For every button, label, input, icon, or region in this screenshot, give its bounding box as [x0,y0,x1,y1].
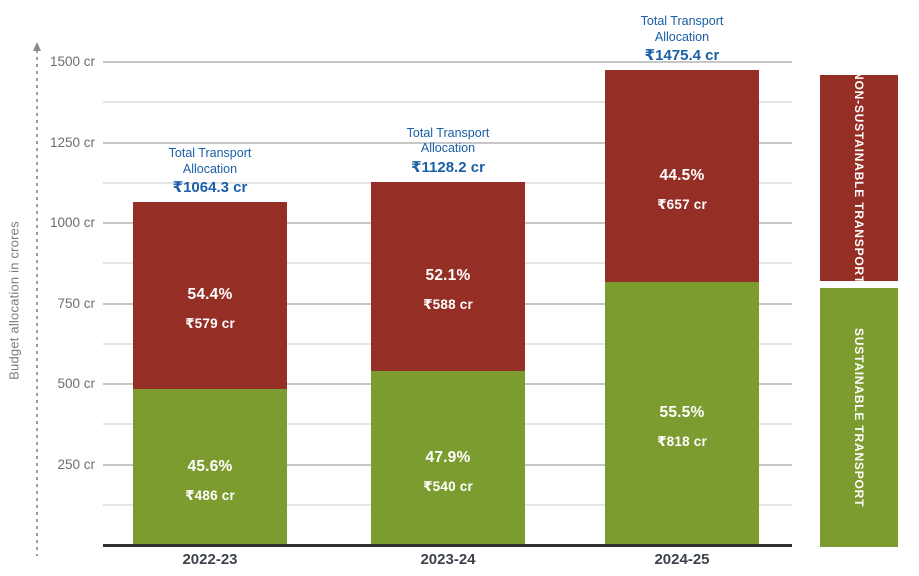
segment-label-2024-25-non-sustainable: 44.5% ₹657 cr [605,166,759,214]
segment-percent: 47.9% [425,449,471,467]
segment-amount: ₹657 cr [657,196,707,212]
gridline-major-1500 [103,61,792,63]
legend-item-sustainable-transport: SUSTAINABLE TRANSPORT [820,288,898,547]
segment-amount: ₹540 cr [423,479,473,495]
segment-amount: ₹486 cr [185,487,235,503]
total-allocation-heading-line: Total Transport [168,146,252,161]
y-axis-line [33,42,41,556]
segment-percent: 55.5% [659,404,705,422]
total-allocation-amount: ₹1128.2 cr [411,158,485,176]
segment-percent: 45.6% [187,457,233,475]
total-allocation-amount: ₹1475.4 cr [644,47,720,65]
bar-2023-24-sustainable-segment [371,371,525,545]
segment-percent: 52.1% [425,267,471,285]
segment-label-2022-23-sustainable: 45.6% ₹486 cr [133,457,287,505]
legend-item-label: SUSTAINABLE TRANSPORT [852,327,866,508]
y-tick-label-750: 750 cr [57,295,95,311]
total-allocation-heading-line: Total Transport [640,14,724,29]
total-allocation-label-2022-23: Total Transport Allocation ₹1064.3 cr [125,146,295,197]
total-allocation-heading-line: Total Transport [406,125,490,140]
y-tick-label-1250: 1250 cr [49,134,95,150]
segment-amount: ₹588 cr [423,297,473,313]
segment-label-2024-25-sustainable: 55.5% ₹818 cr [605,403,759,451]
x-axis-label-2024-25: 2024-25 [654,551,710,568]
bar-2022-23-non-sustainable-segment [133,202,287,389]
bar-2024-25-non-sustainable-segment [605,70,759,282]
segment-label-2022-23-non-sustainable: 54.4% ₹579 cr [133,285,287,333]
bar-2022-23-sustainable-segment [133,388,287,545]
x-axis-label-2023-24: 2023-24 [420,551,476,568]
y-tick-label-1000: 1000 cr [49,215,95,230]
segment-percent: 44.5% [659,166,705,184]
y-tick-label-1500: 1500 cr [49,54,95,69]
bar-2024-25-sustainable-segment [605,281,759,545]
x-axis-line [103,544,792,547]
gridline-minor-1375 [103,101,792,104]
legend-item-label: NON-SUSTAINABLE TRANSPORT [852,71,866,285]
total-allocation-heading-line: Allocation [182,161,238,176]
total-allocation-amount: ₹1064.3 cr [172,179,248,197]
bar-2023-24-non-sustainable-segment [371,181,525,372]
segment-amount: ₹818 cr [657,434,707,450]
y-tick-label-250: 250 cr [57,456,95,472]
total-allocation-label-2024-25: Total Transport Allocation ₹1475.4 cr [597,14,767,65]
y-tick-label-500: 500 cr [57,376,95,391]
segment-amount: ₹579 cr [185,316,235,332]
gridline-major-1250 [103,141,792,144]
legend-item-non-sustainable-transport: NON-SUSTAINABLE TRANSPORT [820,71,898,285]
segment-percent: 54.4% [187,286,233,304]
total-allocation-heading-line: Allocation [654,29,710,44]
y-axis-arrow-icon [33,42,41,51]
total-allocation-label-2023-24: Total Transport Allocation ₹1128.2 cr [363,126,533,177]
total-allocation-heading-line: Allocation [420,141,476,156]
x-axis-label-2022-23: 2022-23 [182,551,238,568]
segment-label-2023-24-sustainable: 47.9% ₹540 cr [371,448,525,496]
segment-label-2023-24-non-sustainable: 52.1% ₹588 cr [371,266,525,314]
